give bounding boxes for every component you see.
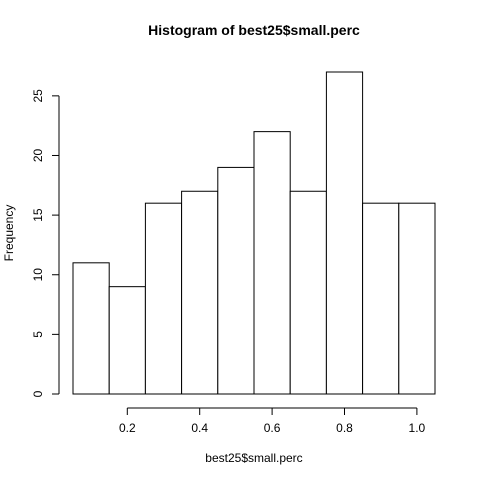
x-tick-label-5: 1.0 — [409, 421, 426, 435]
histogram-bar-4 — [181, 190, 219, 395]
x-axis-label: best25$small.perc — [205, 451, 302, 465]
y-tick-label-5: 20 — [31, 148, 45, 162]
histogram-bar-10 — [398, 202, 436, 395]
y-tick-label-6: 25 — [31, 89, 45, 103]
x-tick-label-3: 0.6 — [264, 421, 281, 435]
y-tick-label-2: 5 — [31, 331, 45, 338]
x-tick-label-4: 0.8 — [336, 421, 353, 435]
y-axis-label: Frequency — [2, 205, 16, 262]
y-axis: 0 5 10 15 20 25 — [31, 89, 60, 397]
histogram-bar-2 — [108, 286, 146, 395]
histogram-bar-8 — [325, 71, 364, 395]
x-axis: 0.2 0.4 0.6 0.8 1.0 — [119, 407, 426, 435]
histogram-bar-5 — [217, 166, 255, 395]
histogram-bar-3 — [144, 202, 183, 395]
histogram-bar-6 — [253, 131, 291, 395]
chart-title: Histogram of best25$small.perc — [148, 22, 360, 38]
histogram-bar-9 — [362, 202, 400, 395]
x-tick-label-1: 0.2 — [119, 421, 136, 435]
y-tick-label-4: 15 — [31, 208, 45, 222]
y-tick-label-3: 10 — [31, 268, 45, 282]
histogram-bar-1 — [72, 262, 110, 395]
bars-group — [72, 71, 436, 395]
histogram-bar-7 — [289, 190, 327, 395]
y-tick-label-1: 0 — [31, 390, 45, 397]
x-tick-label-2: 0.4 — [191, 421, 208, 435]
